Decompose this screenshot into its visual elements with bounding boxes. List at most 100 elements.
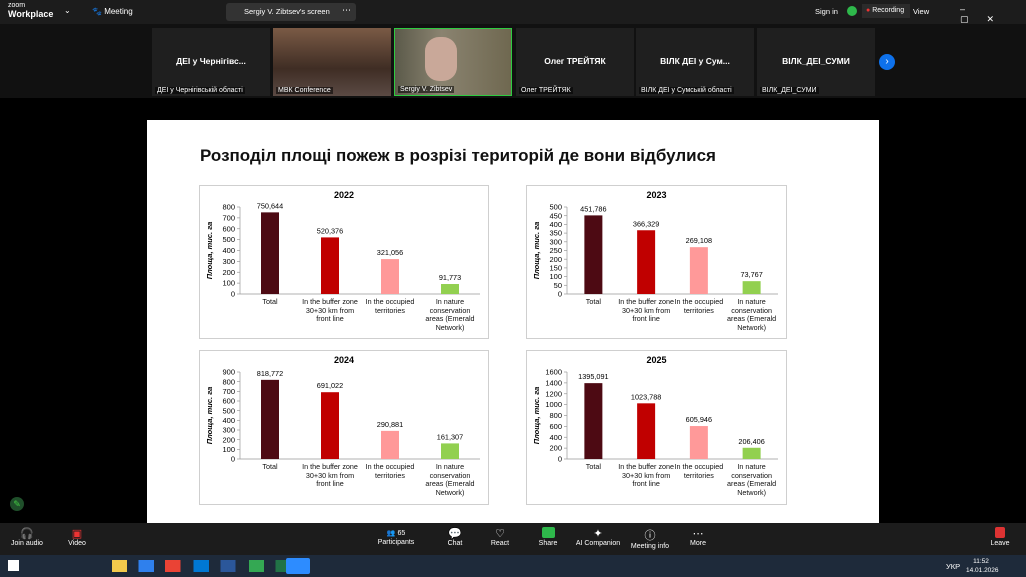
- value-label: 269,108: [686, 236, 712, 245]
- y-tick-label: 150: [549, 264, 562, 273]
- x-tick-label: Total: [262, 297, 278, 306]
- y-tick-label: 200: [222, 268, 235, 277]
- y-tick-label: 300: [549, 237, 562, 246]
- participant-tile[interactable]: ДЕІ у Чернігівс... ДЕІ у Чернігівській об…: [152, 28, 270, 96]
- x-tick-label: In nature conservation areas (Emerald Ne…: [727, 297, 777, 332]
- next-arrow[interactable]: ›: [879, 54, 895, 70]
- x-tick-label: Total: [585, 462, 601, 471]
- title-bar: zoom Workplace ⌄ 🐾 Meeting Sergiy V. Zibt…: [0, 0, 1026, 24]
- tile-label: Sergiy V. Zibtsev: [398, 86, 455, 93]
- value-label: 366,329: [633, 219, 659, 228]
- x-tick-label: Total: [585, 297, 601, 306]
- y-tick-label: 300: [222, 257, 235, 266]
- join-audio[interactable]: 🎧 Join audio: [11, 528, 43, 547]
- y-tick-label: 700: [222, 387, 235, 396]
- window-controls[interactable]: –▢✕: [960, 4, 1013, 24]
- x-tick-label: In the buffer zone 30+30 km from front l…: [302, 297, 358, 323]
- screen-tab[interactable]: Sergiy V. Zibtsev's screen ⋯: [226, 3, 356, 21]
- y-tick-label: 0: [231, 455, 235, 464]
- recording[interactable]: ● Recording: [862, 4, 910, 18]
- x-tick-label: In nature conservation areas (Emerald Ne…: [727, 462, 777, 497]
- participants[interactable]: 👥 65 Participants: [377, 530, 415, 546]
- label: Leave: [990, 540, 1010, 547]
- share[interactable]: Share: [513, 527, 583, 547]
- value-label: 1023,788: [631, 392, 661, 401]
- y-tick-label: 450: [549, 211, 562, 220]
- x-tick-label: In nature conservation areas (Emerald Ne…: [425, 462, 475, 497]
- tile-label: Олег ТРЕЙТЯК: [519, 87, 573, 94]
- x-tick-label: In the occupied territories: [674, 297, 724, 315]
- slide-title: Розподіл площі пожеж в розрізі територій…: [200, 146, 716, 165]
- leave[interactable]: Leave: [965, 527, 1026, 547]
- app-logo[interactable]: zoom Workplace: [8, 2, 53, 20]
- clock[interactable]: 11:52 14.01.2026: [966, 557, 999, 575]
- meeting-info[interactable]: ⓘ Meeting info: [630, 530, 670, 550]
- chart-title: 2022: [334, 190, 354, 200]
- language[interactable]: УКР: [946, 562, 961, 571]
- participant-tile[interactable]: Sergiy V. Zibtsev: [394, 28, 512, 96]
- meeting-tab[interactable]: 🐾 Meeting: [92, 7, 133, 16]
- x-tick-label: In the buffer zone 30+30 km from front l…: [618, 297, 675, 323]
- view[interactable]: View: [913, 7, 930, 16]
- y-tick-label: 600: [222, 397, 235, 406]
- react[interactable]: ♡ React: [490, 528, 510, 547]
- meeting-label: Meeting: [104, 7, 133, 16]
- zoom-app[interactable]: [286, 558, 310, 574]
- label: Meeting info: [630, 543, 670, 550]
- chart-title: 2023: [646, 190, 666, 200]
- ai-companion[interactable]: ✦ AI Companion: [575, 528, 621, 547]
- app-name: zoom: [8, 2, 26, 9]
- x-tick-label: In the occupied territories: [365, 462, 415, 480]
- y-tick-label: 500: [222, 235, 235, 244]
- app-sub: Workplace: [8, 9, 54, 19]
- bar: [321, 392, 339, 459]
- value-label: 520,376: [317, 226, 343, 235]
- sign-in[interactable]: Sign in: [815, 7, 838, 16]
- tile-name: Олег ТРЕЙТЯК: [544, 56, 606, 66]
- participant-count: 65: [397, 530, 406, 537]
- value-label: 206,406: [738, 437, 764, 446]
- y-tick-label: 500: [549, 203, 562, 212]
- video[interactable]: ▣ Video: [68, 528, 86, 547]
- bar: [689, 247, 708, 294]
- label: React: [490, 540, 510, 547]
- taskbar-apps[interactable]: [112, 560, 302, 572]
- y-tick-label: 800: [222, 377, 235, 386]
- bar-chart: 2024 Площа, тис. га 0 100 200 300 400 500 600 700…: [199, 350, 489, 505]
- tile-name: ДЕІ у Чернігівс...: [176, 56, 246, 66]
- more[interactable]: ⋯ More: [690, 528, 706, 547]
- participant-tile[interactable]: ВІЛК_ДЕІ_СУМИ ВІЛК_ДЕІ_СУМИ: [757, 28, 875, 96]
- time: 11:52: [973, 558, 989, 565]
- annotate-icon[interactable]: ✎: [10, 497, 24, 511]
- y-tick-label: 350: [549, 229, 562, 238]
- y-axis-label: Площа, тис. га: [205, 222, 214, 280]
- y-tick-label: 400: [222, 416, 235, 425]
- recording-label: Recording: [872, 7, 905, 14]
- tile-label: ДЕІ у Чернігівській області: [155, 87, 245, 94]
- start-button[interactable]: [8, 560, 19, 571]
- y-tick-label: 700: [222, 213, 235, 222]
- y-tick-label: 600: [549, 422, 562, 431]
- y-tick-label: 200: [549, 444, 562, 453]
- value-label: 161,307: [437, 432, 463, 441]
- x-tick-label: In the occupied territories: [365, 297, 415, 315]
- y-tick-label: 250: [549, 246, 562, 255]
- label: Chat: [447, 540, 463, 547]
- screen-owner: Sergiy V. Zibtsev's screen: [244, 7, 330, 16]
- participant-tile[interactable]: ВІЛК ДЕІ у Сум... ВІЛК ДЕІ у Сумській обл…: [636, 28, 754, 96]
- participant-tile[interactable]: Олег ТРЕЙТЯК Олег ТРЕЙТЯК: [516, 28, 634, 96]
- x-tick-label: In nature conservation areas (Emerald Ne…: [425, 297, 475, 332]
- label: Participants: [377, 539, 415, 546]
- video-person: [425, 37, 457, 81]
- y-tick-label: 200: [549, 255, 562, 264]
- chat[interactable]: 💬 Chat: [447, 528, 463, 547]
- value-label: 73,767: [740, 270, 762, 279]
- participant-tile[interactable]: МВК Conference: [273, 28, 391, 96]
- tile-label: ВІЛК_ДЕІ_СУМИ: [760, 87, 819, 94]
- value-label: 290,881: [377, 420, 403, 429]
- dropdown[interactable]: ⌄: [64, 6, 71, 15]
- y-tick-label: 400: [222, 246, 235, 255]
- y-tick-label: 0: [558, 455, 562, 464]
